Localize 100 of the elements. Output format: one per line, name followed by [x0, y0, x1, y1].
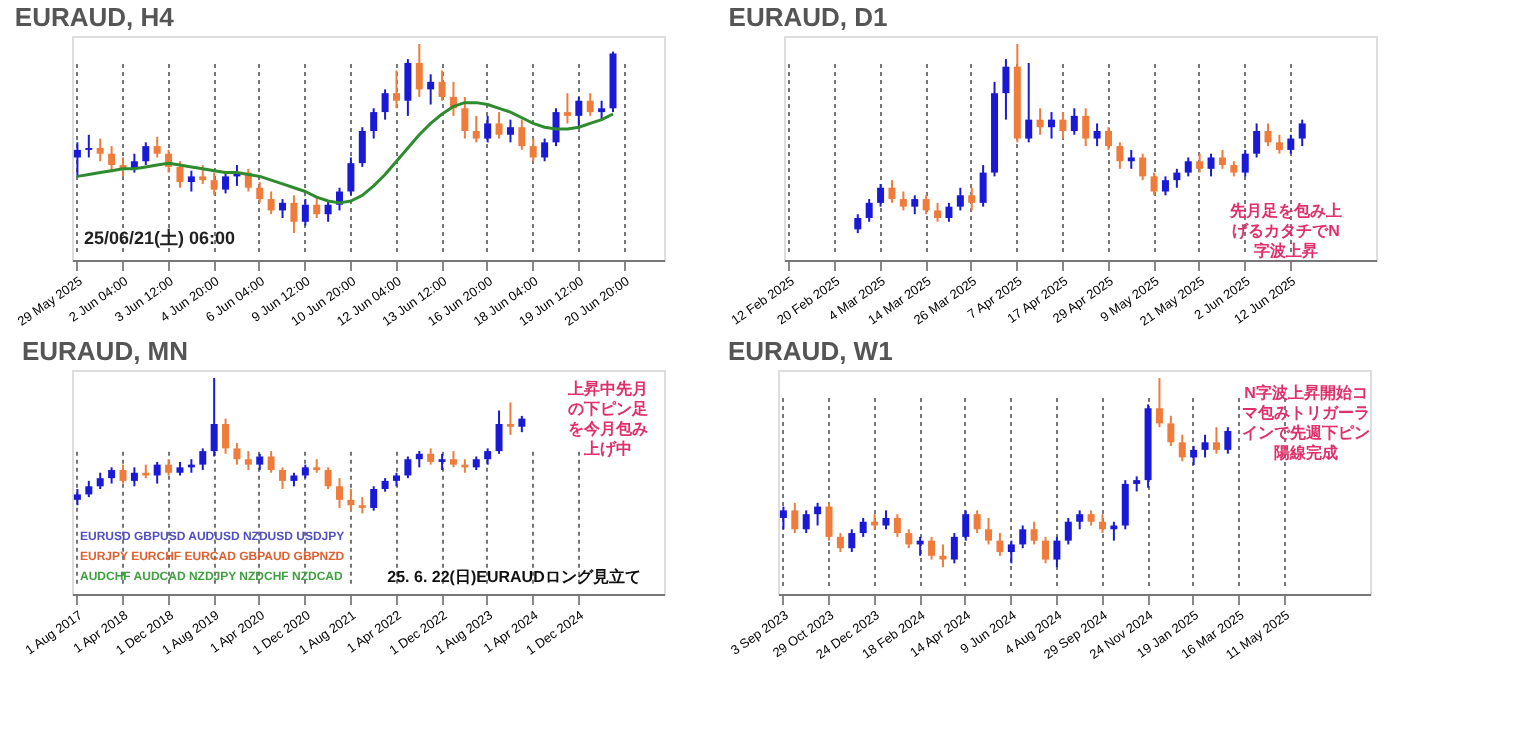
candlestick: [415, 43, 423, 98]
candlestick: [472, 114, 480, 144]
candlestick: [882, 509, 890, 531]
candlestick: [1184, 156, 1192, 178]
candlestick: [244, 450, 252, 472]
candlestick: [506, 401, 514, 436]
candlestick: [187, 169, 195, 193]
candlestick: [484, 114, 492, 144]
candlestick: [1190, 445, 1198, 466]
candlestick: [575, 95, 583, 129]
annotation: 25/06/21(土) 06:00: [84, 228, 236, 248]
chart-title: EURAUD, MN: [21, 336, 189, 366]
candlestick: [1007, 539, 1015, 565]
candlestick: [108, 145, 116, 172]
candlestick: [836, 532, 844, 553]
candlestick: [962, 509, 970, 542]
candlestick: [791, 501, 799, 535]
candlestick: [1064, 516, 1072, 546]
candlestick: [279, 466, 287, 490]
candlestick: [85, 133, 93, 159]
candlestick: [199, 447, 207, 472]
candlestick: [928, 535, 936, 561]
candlestick: [495, 111, 503, 140]
candlestick: [461, 95, 469, 140]
candlestick: [153, 460, 161, 485]
candlestick: [1264, 122, 1272, 148]
candlestick: [922, 194, 930, 216]
candlestick: [1167, 414, 1175, 448]
candlestick: [1082, 107, 1090, 148]
candlestick: [370, 485, 378, 512]
candlestick: [1218, 148, 1226, 170]
candlestick: [404, 455, 412, 480]
candlestick: [985, 516, 993, 546]
candlestick: [1178, 433, 1186, 463]
candlestick: [1212, 426, 1220, 455]
annotation: 先月足を包み上げるカタチでN字波上昇: [1228, 202, 1342, 260]
candlestick: [73, 141, 81, 178]
candlestick: [438, 69, 446, 102]
candlestick: [279, 198, 287, 219]
candlestick: [324, 466, 332, 490]
candlestick: [598, 99, 606, 121]
candlestick: [563, 92, 571, 125]
chart-title: EURAUD, D1: [728, 2, 888, 32]
candlestick: [1224, 426, 1232, 455]
candlestick: [973, 509, 981, 535]
candlestick: [1053, 535, 1061, 569]
candlestick: [854, 213, 862, 235]
candlestick: [1287, 133, 1295, 155]
candlestick: [950, 532, 958, 565]
candlestick: [1207, 152, 1215, 178]
candlestick: [427, 73, 435, 106]
candlestick: [119, 463, 127, 485]
candlestick: [859, 516, 867, 538]
candlestick: [1030, 520, 1038, 546]
candlestick: [956, 186, 964, 212]
candlestick: [779, 505, 787, 531]
candlestick: [865, 198, 873, 223]
candlestick: [586, 92, 594, 117]
candlestick: [905, 528, 913, 550]
candlestick: [1150, 171, 1158, 197]
candlestick: [893, 513, 901, 538]
candlestick: [1042, 535, 1050, 565]
candlestick: [130, 466, 138, 488]
candlestick: [1002, 58, 1010, 121]
candlestick: [939, 543, 947, 569]
candlestick: [1196, 152, 1204, 174]
candlestick: [1275, 133, 1283, 155]
candlestick: [199, 164, 207, 185]
candlestick: [814, 501, 822, 527]
candlestick: [290, 194, 298, 235]
candlestick: [142, 141, 150, 167]
candlestick: [176, 160, 184, 189]
candlestick: [1121, 479, 1129, 531]
candlestick: [404, 58, 412, 117]
annotation: N字波上昇開始コマ包みトリガーラインで先週下ピン陽線完成: [1242, 382, 1370, 462]
candlestick: [495, 409, 503, 455]
candlestick: [347, 488, 355, 512]
candlestick: [1161, 175, 1169, 197]
candlestick: [1093, 122, 1101, 148]
chart-title: EURAUD, H4: [14, 2, 176, 32]
candlestick: [153, 135, 161, 159]
candlestick: [267, 190, 275, 216]
candlestick: [934, 201, 942, 223]
candlestick: [392, 69, 400, 110]
candlestick: [222, 171, 230, 195]
annotation: 上昇中先月の下ピン足を今月包み上げ中: [566, 380, 648, 458]
candlestick: [1036, 107, 1044, 136]
candlestick: [1127, 148, 1135, 170]
candlestick: [313, 196, 321, 219]
candlestick: [1253, 122, 1261, 159]
candlestick: [1076, 509, 1084, 531]
candlestick: [222, 417, 230, 455]
chart-title: EURAUD, W1: [727, 336, 893, 366]
candlestick: [1241, 148, 1249, 178]
candlestick: [899, 190, 907, 212]
candlestick: [1139, 152, 1147, 182]
candlestick: [1201, 433, 1209, 459]
candlestick: [336, 477, 344, 509]
candlestick: [370, 107, 378, 140]
candlestick: [541, 137, 549, 163]
